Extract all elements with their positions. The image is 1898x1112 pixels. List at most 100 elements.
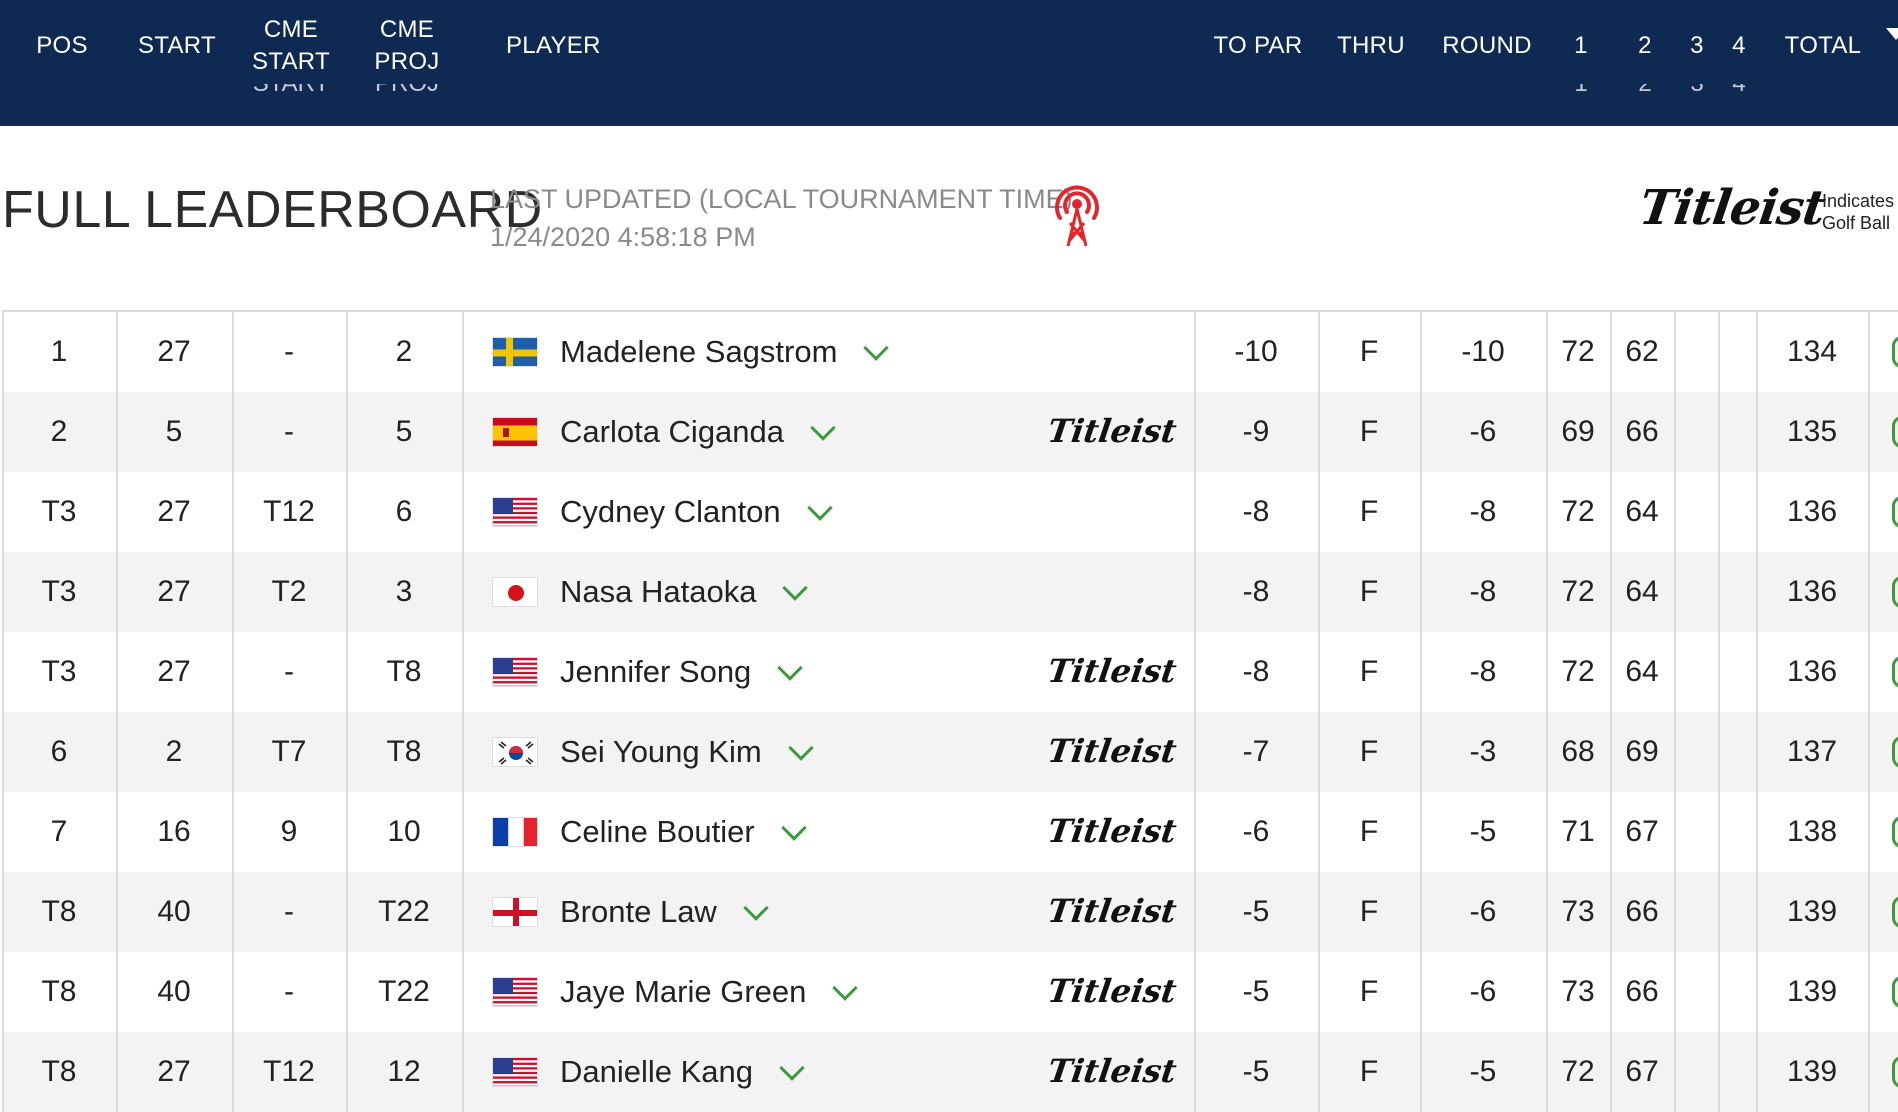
cell-r2: 64	[1625, 655, 1659, 688]
cell-cme-start: 9	[280, 815, 298, 848]
table-row[interactable]: T8 40 - T22 -5 F -6 73 66 139 Jaye Marie Green Titl…	[2, 952, 1898, 1032]
cell-cme-start: -	[284, 975, 294, 1008]
cell-pos: 2	[50, 415, 68, 448]
cell-thru: F	[1359, 335, 1379, 368]
usa-flag-icon	[492, 977, 538, 1007]
scorecard-toggle-icon[interactable]	[1892, 816, 1898, 848]
player-cell[interactable]: Jaye Marie Green	[492, 952, 859, 1032]
chevron-down-icon[interactable]	[779, 1055, 805, 1081]
table-row[interactable]: 7 16 9 10 -6 F -5 71 67 138 Celine Boutier Titleist	[2, 792, 1898, 872]
cell-to-par: -10	[1234, 335, 1278, 368]
column-divider	[2, 310, 4, 1112]
column-header-r2[interactable]: 2	[1638, 32, 1652, 59]
scorecard-toggle-icon[interactable]	[1892, 976, 1898, 1008]
player-cell[interactable]: Jennifer Song	[492, 632, 804, 712]
player-name-link[interactable]: Bronte Law	[560, 894, 717, 929]
table-row[interactable]: 6 2 T7 T8 -7 F -3 68 69 137 Sei Young Kim Titleist	[2, 712, 1898, 792]
column-header-player[interactable]: PLAYER	[506, 32, 601, 59]
player-name-link[interactable]: Jennifer Song	[560, 654, 752, 689]
cell-r2: 66	[1625, 415, 1659, 448]
column-header-thru[interactable]: THRU	[1337, 32, 1405, 59]
player-cell[interactable]: Danielle Kang	[492, 1032, 805, 1112]
column-header-round[interactable]: ROUND	[1442, 32, 1532, 59]
player-cell[interactable]: Nasa Hataoka	[492, 552, 809, 632]
player-name-link[interactable]: Danielle Kang	[560, 1054, 754, 1089]
scorecard-toggle-icon[interactable]	[1892, 1056, 1898, 1088]
table-row[interactable]: T3 27 T2 3 -8 F -8 72 64 136 Nasa Hataoka	[2, 552, 1898, 632]
cell-cme-proj: 12	[387, 1055, 421, 1088]
player-name-link[interactable]: Madelene Sagstrom	[560, 334, 838, 369]
cell-cme-start: T12	[263, 1055, 315, 1088]
live-broadcast-icon[interactable]	[1046, 178, 1108, 248]
table-row[interactable]: 1 27 - 2 -10 F -10 72 62 134 Madelene Sagstrom	[2, 312, 1898, 392]
cell-r3	[1674, 632, 1718, 712]
column-divider	[462, 310, 464, 1112]
column-header-to-par[interactable]: TO PAR	[1213, 32, 1303, 59]
cell-thru: F	[1359, 735, 1379, 768]
player-cell[interactable]: Celine Boutier	[492, 792, 807, 872]
table-row[interactable]: T3 27 - T8 -8 F -8 72 64 136 Jennifer Song Titleist	[2, 632, 1898, 712]
scorecard-toggle-icon[interactable]	[1892, 896, 1898, 928]
chevron-down-icon[interactable]	[863, 335, 890, 361]
chevron-down-icon[interactable]	[810, 415, 836, 441]
scorecard-toggle-icon[interactable]	[1892, 416, 1898, 448]
chevron-down-icon[interactable]	[806, 495, 833, 521]
usa-flag-icon	[492, 497, 538, 527]
cell-cme-proj: 10	[387, 815, 421, 848]
scorecard-toggle-icon[interactable]	[1892, 736, 1898, 768]
cell-to-par: -5	[1242, 895, 1270, 928]
cell-r3	[1674, 792, 1718, 872]
cell-r1: 72	[1561, 1055, 1595, 1088]
chevron-down-icon[interactable]	[782, 575, 809, 601]
player-name-link[interactable]: Sei Young Kim	[560, 734, 762, 769]
chevron-down-icon[interactable]	[777, 655, 804, 681]
table-row[interactable]: T8 40 - T22 -5 F -6 73 66 139 Bronte Law Titleist	[2, 872, 1898, 952]
column-header-r1[interactable]: 1	[1574, 32, 1588, 59]
cell-r2: 67	[1625, 815, 1659, 848]
cell-r3	[1674, 392, 1718, 472]
titleist-logo: Titleist	[1636, 180, 1829, 236]
player-cell[interactable]: Sei Young Kim	[492, 712, 814, 792]
titleist-ball-indicator: Titleist	[1045, 732, 1179, 770]
player-cell[interactable]: Carlota Ciganda	[492, 392, 836, 472]
cell-r3	[1674, 552, 1718, 632]
chevron-down-icon[interactable]	[832, 975, 859, 1001]
player-cell[interactable]: Cydney Clanton	[492, 472, 833, 552]
cell-total: 136	[1786, 575, 1838, 608]
player-name-link[interactable]: Celine Boutier	[560, 814, 755, 849]
france-flag-icon	[492, 817, 538, 847]
column-header-total[interactable]: TOTAL	[1784, 32, 1862, 59]
titleist-ball-indicator: Titleist	[1045, 892, 1179, 930]
cell-cme-proj: 5	[395, 415, 413, 448]
player-cell[interactable]: Bronte Law	[492, 872, 769, 952]
cell-r4	[1718, 472, 1756, 552]
player-name-link[interactable]: Cydney Clanton	[560, 494, 781, 529]
column-divider	[232, 310, 234, 1112]
player-name-link[interactable]: Nasa Hataoka	[560, 574, 757, 609]
scorecard-toggle-icon[interactable]	[1892, 576, 1898, 608]
column-header-pos[interactable]: POS	[36, 32, 88, 59]
player-name-link[interactable]: Carlota Ciganda	[560, 414, 785, 449]
chevron-down-icon[interactable]	[743, 895, 769, 921]
table-row[interactable]: T8 27 T12 12 -5 F -5 72 67 139 Danielle Kang Titlei…	[2, 1032, 1898, 1112]
column-header-r4[interactable]: 4	[1732, 32, 1746, 59]
ghost-header-cme-start: START	[234, 84, 348, 108]
cell-pos: T8	[41, 1055, 77, 1088]
column-header-r3[interactable]: 3	[1690, 32, 1704, 59]
scorecard-toggle-icon[interactable]	[1892, 336, 1898, 368]
scorecard-toggle-icon[interactable]	[1892, 496, 1898, 528]
column-header-start[interactable]: START	[138, 32, 216, 59]
column-header-cme-start[interactable]: CME START	[252, 16, 330, 75]
table-row[interactable]: 2 5 - 5 -9 F -6 69 66 135 Carlota Ciganda Titleist	[2, 392, 1898, 472]
table-row[interactable]: T3 27 T12 6 -8 F -8 72 64 136 Cydney Clanton	[2, 472, 1898, 552]
cell-total: 138	[1786, 815, 1838, 848]
player-name-link[interactable]: Jaye Marie Green	[560, 974, 807, 1009]
column-header-cme-proj[interactable]: CME PROJ	[374, 16, 440, 75]
chevron-down-icon[interactable]	[787, 735, 814, 761]
sort-caret-icon[interactable]	[1886, 28, 1898, 40]
player-cell[interactable]: Madelene Sagstrom	[492, 312, 890, 392]
scorecard-toggle-icon[interactable]	[1892, 656, 1898, 688]
cell-cme-start: T2	[271, 575, 307, 608]
ghost-header-r3: 3	[1682, 84, 1712, 108]
chevron-down-icon[interactable]	[780, 815, 807, 841]
